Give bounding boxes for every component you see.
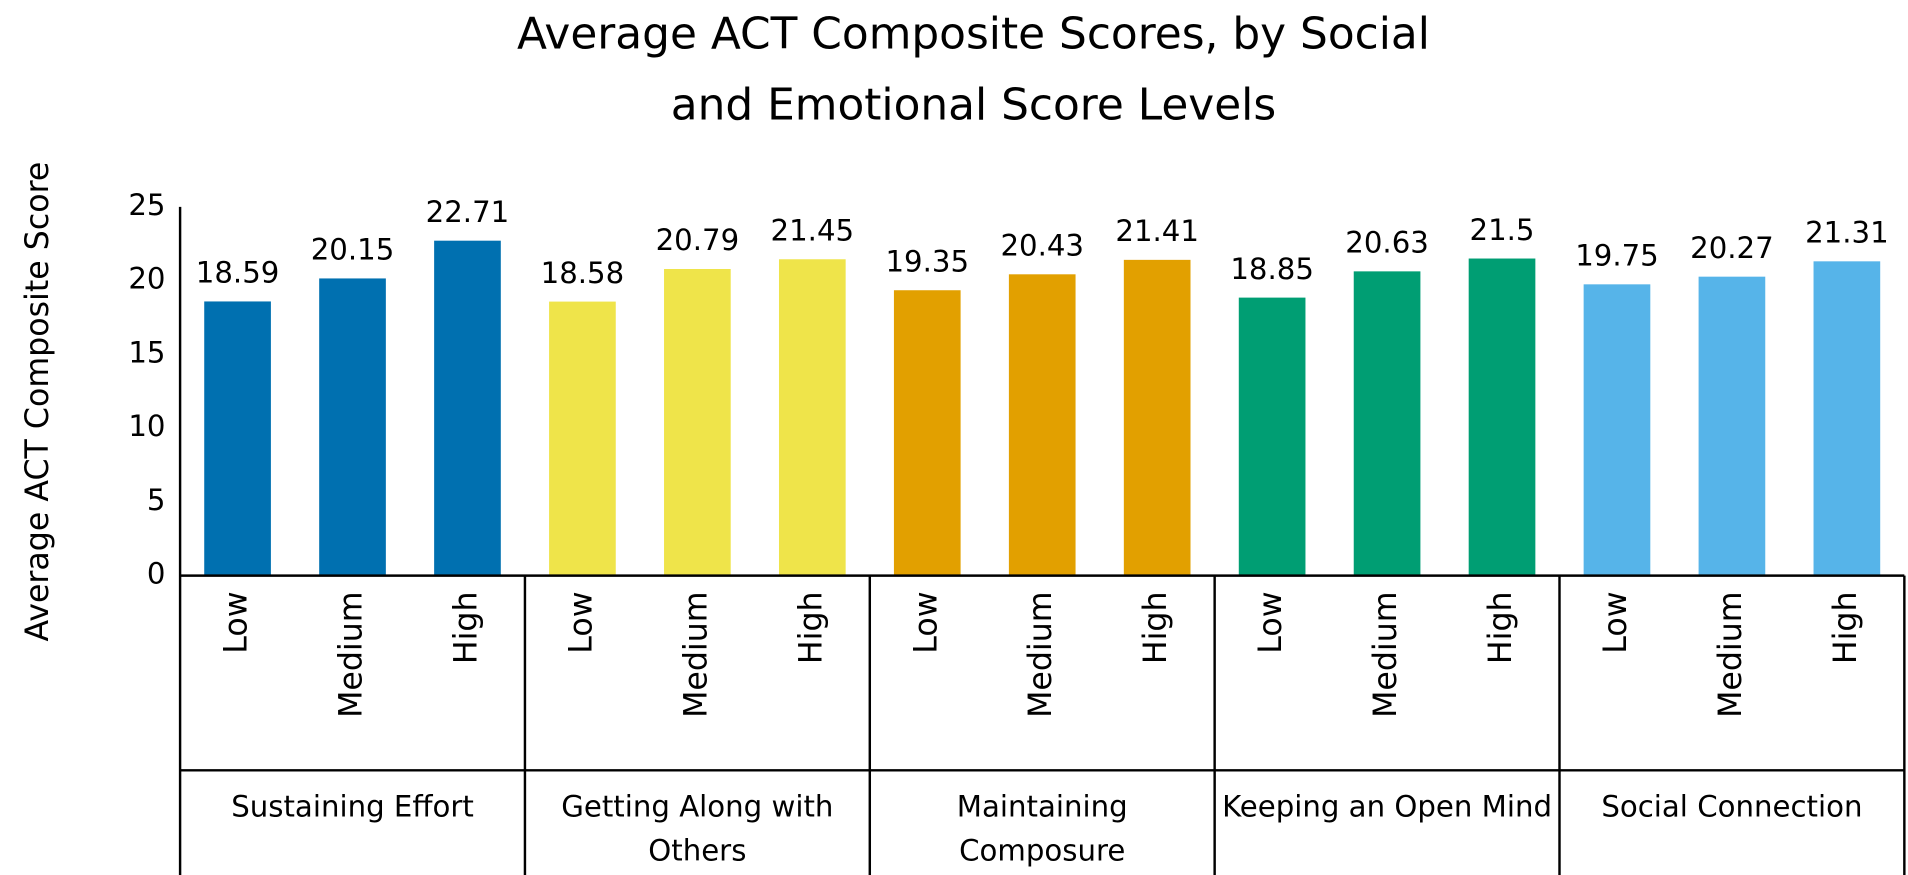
value-label: 21.31 (1805, 216, 1889, 250)
group-label-box: Sustaining Effort (231, 789, 474, 824)
value-label: 20.79 (656, 223, 740, 257)
value-label: 19.75 (1575, 239, 1659, 273)
x-tick-label: High (1483, 591, 1519, 664)
group-label-box: Getting Along with Others (561, 789, 834, 868)
bar (549, 301, 616, 576)
group-label-box: Social Connection (1601, 789, 1863, 824)
x-tick-label: High (793, 591, 829, 664)
x-tick-label: Low (908, 591, 944, 653)
bar (1468, 258, 1536, 576)
bar (434, 240, 501, 576)
bar (1123, 259, 1191, 576)
x-tick-label: Low (563, 591, 599, 653)
value-label: 20.43 (1000, 229, 1084, 263)
value-label: 20.15 (311, 233, 395, 267)
group-label: Maintaining Composure (956, 789, 1128, 868)
y-tick-label: 15 (128, 335, 165, 369)
y-axis-label: Average ACT Composite Score (20, 162, 56, 642)
value-label: 18.85 (1230, 252, 1314, 286)
value-label: 18.58 (541, 256, 625, 290)
x-tick-label: Medium (678, 591, 714, 717)
x-tick-label: Medium (334, 591, 370, 717)
title-box: Average ACT Composite Scores, by Social … (517, 9, 1430, 131)
bar (1238, 297, 1306, 576)
value-label: 21.45 (771, 213, 855, 247)
x-tick-label: Low (1253, 591, 1289, 653)
x-tick-label: High (1828, 591, 1864, 664)
bar (204, 301, 271, 576)
x-tick-label: Medium (1368, 591, 1404, 717)
x-tick-label: Low (1598, 591, 1634, 653)
y-tick-label: 10 (128, 409, 165, 443)
bar (1813, 261, 1881, 576)
value-label: 20.63 (1345, 226, 1429, 260)
value-label: 21.41 (1115, 214, 1199, 248)
chart-title: Average ACT Composite Scores, by Social … (517, 9, 1430, 131)
x-tick-label: Medium (1713, 591, 1749, 717)
bar (778, 259, 846, 576)
y-tick-label: 0 (147, 557, 166, 591)
value-label: 19.35 (885, 244, 969, 278)
value-label: 20.27 (1690, 231, 1774, 265)
x-tick-label: Medium (1023, 591, 1059, 717)
x-tick-label: High (448, 591, 484, 664)
group-label-box: Maintaining Composure (956, 789, 1128, 868)
group-label: Getting Along with Others (561, 789, 834, 868)
group-label-box: Keeping an Open Mind (1222, 789, 1553, 824)
value-label: 22.71 (426, 195, 510, 229)
y-tick-label: 25 (128, 188, 165, 222)
bar (893, 290, 961, 576)
bar (1008, 274, 1076, 576)
x-tick-label: High (1138, 591, 1174, 664)
value-label: 18.59 (196, 256, 280, 290)
group-label: Sustaining Effort (231, 789, 474, 824)
y-tick-label: 20 (128, 262, 165, 296)
bar (319, 278, 386, 576)
bar (1353, 271, 1421, 576)
y-tick-label: 5 (147, 483, 166, 517)
x-tick-label: Low (219, 591, 255, 653)
value-label: 21.5 (1470, 213, 1535, 247)
bar (1698, 276, 1766, 576)
group-label: Social Connection (1601, 789, 1863, 824)
group-label: Keeping an Open Mind (1222, 789, 1553, 824)
bar (1583, 284, 1651, 576)
bar (664, 268, 731, 576)
